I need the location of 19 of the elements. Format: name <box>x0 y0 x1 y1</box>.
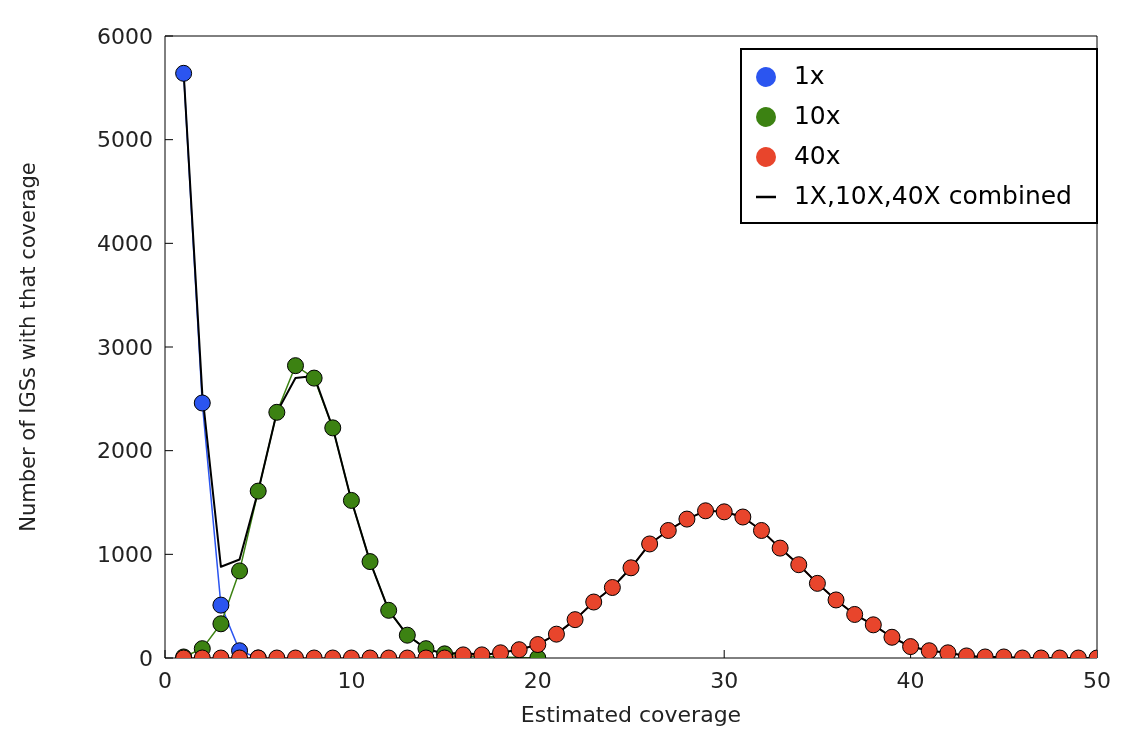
y-tick-label: 1000 <box>97 542 153 568</box>
y-tick-label: 5000 <box>97 127 153 153</box>
y-tick-label: 4000 <box>97 231 153 257</box>
y-tick-label: 0 <box>139 645 153 671</box>
x-tick-label: 20 <box>523 667 552 693</box>
x-tick-label: 10 <box>337 667 366 693</box>
x-tick-label: 30 <box>710 667 739 693</box>
legend-label: 40x <box>793 141 841 170</box>
legend-label: 1x <box>793 61 825 90</box>
x-axis-title: Estimated coverage <box>520 702 742 727</box>
legend-label: 1X,10X,40X combined <box>793 181 1072 210</box>
y-tick-label: 6000 <box>97 23 153 49</box>
x-tick-label: 50 <box>1083 667 1111 693</box>
legend-label: 10x <box>793 101 841 130</box>
x-tick-label: 0 <box>158 667 172 693</box>
y-tick-label: 3000 <box>97 334 153 360</box>
y-axis-title: Number of IGSs with that coverage <box>16 162 41 532</box>
y-tick-label: 2000 <box>97 438 153 464</box>
x-tick-label: 40 <box>896 667 925 693</box>
